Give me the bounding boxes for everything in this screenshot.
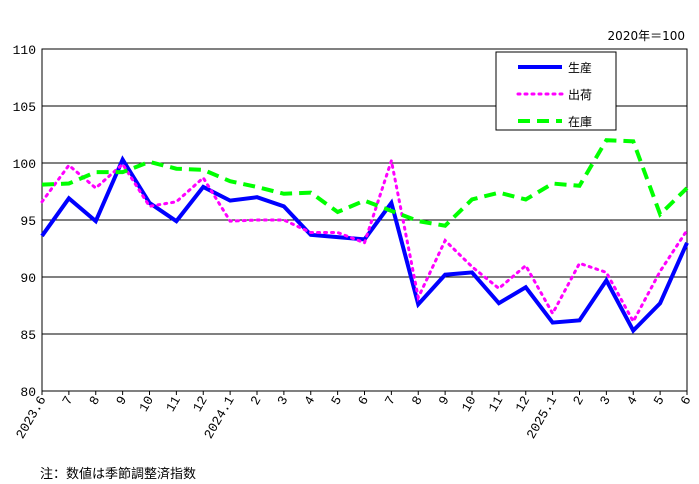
base-year-label: 2020年＝100	[607, 29, 685, 43]
series-layer	[40, 138, 689, 334]
x-tick-label: 11	[163, 393, 184, 414]
series-line-dashed	[41, 138, 689, 228]
x-tick-label: 2	[248, 394, 265, 408]
x-tick-label: 7	[382, 394, 399, 408]
x-tick-label: 6	[355, 394, 372, 408]
x-tick-label: 8	[86, 394, 103, 408]
x-tick-label: 6	[678, 394, 695, 408]
series-line-dotted	[40, 154, 689, 325]
legend-label: 在庫	[568, 115, 592, 129]
y-tick-label: 100	[13, 157, 36, 172]
x-tick-label: 11	[486, 393, 507, 414]
x-tick-label: 8	[409, 394, 426, 408]
x-tick-label: 7	[59, 394, 76, 408]
x-tick-label: 10	[459, 394, 480, 415]
x-tick-label: 3	[274, 394, 291, 408]
legend-label: 出荷	[568, 88, 592, 102]
x-tick-label: 5	[328, 394, 345, 408]
x-tick-label: 10	[136, 394, 157, 415]
x-tick-label: 4	[624, 393, 641, 407]
y-tick-label: 105	[13, 100, 36, 115]
y-tick-label: 80	[20, 385, 36, 400]
x-tick-label: 5	[651, 394, 668, 408]
y-tick-label: 90	[20, 271, 36, 286]
y-tick-label: 95	[20, 214, 36, 229]
x-tick-label: 9	[436, 394, 453, 408]
y-tick-label: 85	[20, 328, 36, 343]
series-line-solid	[40, 155, 689, 334]
y-tick-label: 110	[13, 43, 36, 58]
footnote: 注：数値は季節調整済指数	[40, 467, 197, 482]
x-tick-label: 2	[570, 394, 587, 408]
legend-label: 生産	[568, 60, 592, 75]
x-tick-label: 4	[301, 393, 318, 407]
x-tick-label: 9	[113, 394, 130, 408]
x-tick-label: 12	[512, 394, 533, 415]
x-tick-label: 2023.6	[13, 394, 49, 442]
x-tick-label: 12	[190, 394, 211, 415]
x-tick-label: 3	[597, 394, 614, 408]
legend-box	[495, 51, 617, 131]
